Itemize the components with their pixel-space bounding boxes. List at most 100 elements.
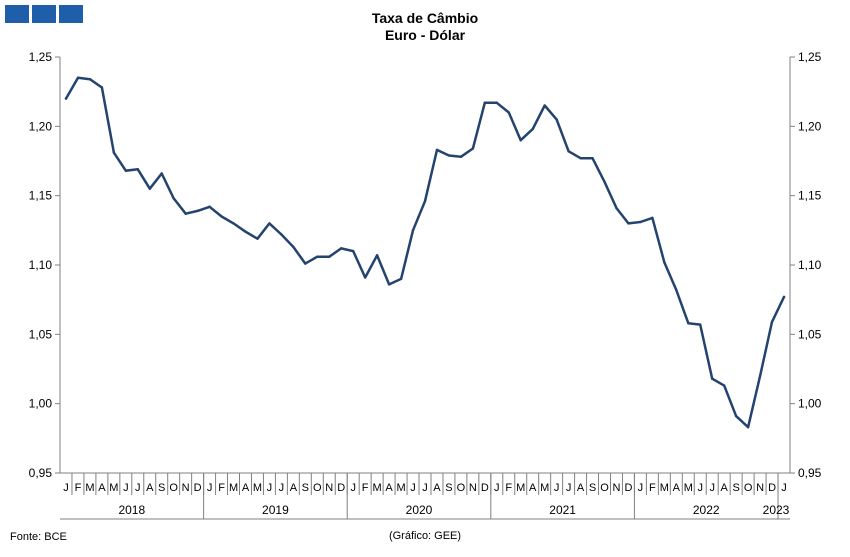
data-point bbox=[603, 180, 606, 183]
month-label: M bbox=[229, 482, 238, 494]
month-label: O bbox=[600, 482, 609, 494]
data-point bbox=[447, 154, 451, 157]
month-label: M bbox=[516, 482, 525, 494]
data-point bbox=[687, 322, 690, 325]
data-point bbox=[555, 118, 558, 121]
y-tick-label-left: 1,15 bbox=[29, 189, 53, 203]
data-point bbox=[543, 104, 546, 107]
data-point bbox=[256, 237, 259, 240]
month-label: M bbox=[396, 482, 405, 494]
data-point bbox=[328, 255, 331, 258]
y-axis-right: 1,25 1,20 1,15 1,10 1,05 1,00 0,95 bbox=[790, 50, 822, 480]
month-label: A bbox=[242, 482, 250, 494]
series-group bbox=[64, 76, 786, 429]
month-label: J bbox=[494, 482, 500, 494]
data-point bbox=[471, 147, 475, 150]
month-label: F bbox=[505, 482, 512, 494]
month-label: J bbox=[207, 482, 213, 494]
month-label: A bbox=[98, 482, 106, 494]
month-label: J bbox=[267, 482, 273, 494]
data-point bbox=[675, 288, 678, 292]
month-label: O bbox=[169, 482, 178, 494]
data-point bbox=[651, 216, 654, 220]
data-point bbox=[711, 377, 714, 380]
data-point bbox=[699, 323, 702, 326]
month-label: A bbox=[673, 482, 681, 494]
y-tick-label-left: 1,00 bbox=[29, 397, 53, 411]
data-point bbox=[758, 374, 762, 378]
data-point bbox=[196, 209, 199, 213]
logo-block bbox=[5, 5, 29, 23]
data-point bbox=[399, 277, 403, 281]
data-point bbox=[591, 157, 594, 160]
month-label: A bbox=[433, 482, 441, 494]
data-point bbox=[435, 148, 439, 152]
data-point bbox=[232, 222, 235, 225]
data-point bbox=[519, 139, 522, 142]
month-label: J bbox=[638, 482, 644, 494]
data-point bbox=[268, 222, 271, 225]
chart-title: Taxa de Câmbio Euro - Dólar bbox=[0, 10, 850, 44]
logo-block bbox=[32, 5, 56, 23]
month-label: J bbox=[781, 482, 787, 494]
chart-title-line2: Euro - Dólar bbox=[384, 27, 466, 43]
data-point bbox=[483, 101, 487, 104]
y-tick-label-left: 1,25 bbox=[29, 50, 53, 64]
year-label: 2022 bbox=[693, 503, 720, 517]
y-tick-label-left: 1,05 bbox=[29, 327, 53, 341]
data-point bbox=[495, 101, 499, 104]
month-label: J bbox=[554, 482, 560, 494]
month-label: J bbox=[135, 482, 141, 494]
month-label: J bbox=[697, 482, 703, 494]
month-label: F bbox=[362, 482, 369, 494]
data-point bbox=[76, 76, 80, 80]
month-label: N bbox=[756, 482, 764, 494]
data-point bbox=[220, 215, 223, 218]
month-label: M bbox=[373, 482, 382, 494]
data-point bbox=[124, 169, 128, 172]
month-label: A bbox=[290, 482, 298, 494]
data-point bbox=[639, 220, 642, 224]
month-label: O bbox=[457, 482, 466, 494]
month-label: A bbox=[529, 482, 537, 494]
y-tick-label-right: 1,05 bbox=[798, 327, 822, 341]
data-point bbox=[244, 230, 247, 233]
data-point bbox=[411, 229, 415, 232]
data-point bbox=[734, 414, 738, 418]
data-point bbox=[423, 200, 427, 203]
month-label: J bbox=[279, 482, 285, 494]
year-label: 2021 bbox=[549, 503, 576, 517]
month-label: S bbox=[732, 482, 739, 494]
month-label: J bbox=[709, 482, 715, 494]
month-label: J bbox=[410, 482, 416, 494]
y-tick-label-right: 1,25 bbox=[798, 50, 822, 64]
month-label: J bbox=[63, 482, 69, 494]
month-label: J bbox=[566, 482, 572, 494]
month-label: D bbox=[481, 482, 489, 494]
data-point bbox=[663, 261, 666, 264]
data-point bbox=[363, 276, 367, 279]
logo-block bbox=[59, 5, 83, 23]
month-label: N bbox=[469, 482, 477, 494]
chart-axes bbox=[59, 57, 791, 520]
month-label: O bbox=[744, 482, 753, 494]
chart-title-line1: Taxa de Câmbio bbox=[371, 10, 479, 26]
y-tick-label-right: 1,15 bbox=[798, 189, 822, 203]
gee-logo-icon bbox=[5, 5, 83, 23]
y-tick-label-right: 1,00 bbox=[798, 397, 822, 411]
month-label: D bbox=[194, 482, 202, 494]
month-label: O bbox=[313, 482, 322, 494]
y-axis-left: 1,25 1,20 1,15 1,10 1,05 1,00 0,95 bbox=[29, 50, 60, 480]
month-label: S bbox=[445, 482, 452, 494]
month-label: D bbox=[768, 482, 776, 494]
data-point bbox=[64, 97, 68, 100]
y-tick-label-left: 0,95 bbox=[29, 466, 53, 480]
data-point bbox=[304, 262, 307, 265]
data-point bbox=[567, 150, 570, 153]
y-tick-label-right: 1,20 bbox=[798, 119, 822, 133]
month-label: D bbox=[337, 482, 345, 494]
data-point bbox=[148, 187, 151, 190]
data-point bbox=[579, 157, 582, 160]
data-point bbox=[208, 205, 211, 208]
